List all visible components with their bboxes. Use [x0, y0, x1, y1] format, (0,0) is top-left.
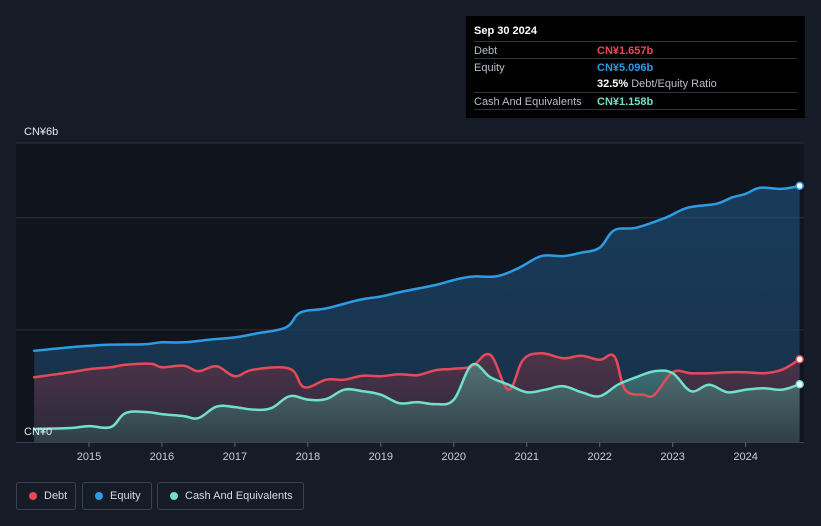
legend-debt-label: Debt — [44, 490, 68, 502]
debt-line — [32, 352, 801, 398]
legend-equity[interactable]: Equity — [82, 482, 152, 510]
tooltip-equity-label: Equity — [474, 62, 505, 74]
debt-end-marker — [795, 355, 804, 364]
legend-cash[interactable]: Cash And Equivalents — [157, 482, 304, 510]
tooltip-ratio-value: 32.5% — [597, 78, 629, 90]
legend-cash-swatch — [170, 492, 178, 500]
tooltip-debt-label: Debt — [474, 45, 498, 57]
cash-end-marker — [795, 379, 804, 389]
x-tick-label-2015: 2015 — [77, 451, 101, 463]
x-tick-label-2024: 2024 — [733, 451, 757, 463]
legend-cash-label: Cash And Equivalents — [185, 490, 293, 502]
tooltip-date: Sep 30 2024 — [474, 25, 537, 37]
x-tick-label-2019: 2019 — [369, 451, 393, 463]
legend-equity-swatch — [95, 492, 103, 500]
tooltip-debt-value: CN¥1.657b — [597, 45, 654, 57]
equity-end-marker — [795, 181, 804, 191]
series-lines — [32, 184, 801, 431]
x-tick-label-2022: 2022 — [587, 451, 611, 463]
legend-equity-label: Equity — [110, 490, 141, 502]
tooltip-ratio: 32.5% Debt/Equity Ratio — [597, 78, 717, 90]
x-tick-label-2020: 2020 — [442, 451, 466, 463]
tooltip-row-cash: Cash And Equivalents CN¥1.158b — [474, 92, 797, 110]
legend-debt[interactable]: Debt — [16, 482, 76, 510]
y-axis-top-label: CN¥6b — [24, 126, 58, 138]
tooltip-row-equity: Equity CN¥5.096b — [474, 58, 797, 75]
tooltip-equity-value: CN¥5.096b — [597, 62, 654, 74]
tooltip-cash-value: CN¥1.158b — [597, 96, 654, 108]
x-tick-label-2023: 2023 — [660, 451, 684, 463]
tooltip-panel: Sep 30 2024 Debt CN¥1.657b Equity CN¥5.0… — [466, 16, 805, 118]
x-tick-label-2016: 2016 — [150, 451, 174, 463]
x-tick-label-2021: 2021 — [514, 451, 538, 463]
end-markers — [795, 181, 804, 389]
legend-debt-swatch — [29, 492, 37, 500]
tooltip-cash-label: Cash And Equivalents — [474, 96, 582, 108]
y-axis-bottom-label: CN¥0 — [24, 426, 52, 438]
tooltip-ratio-label: Debt/Equity Ratio — [631, 78, 717, 90]
cash-line — [32, 362, 801, 431]
equity-line — [32, 184, 801, 353]
tooltip-row-debt: Debt CN¥1.657b — [474, 41, 797, 58]
x-tick-label-2018: 2018 — [296, 451, 320, 463]
x-axis-ticks: 2015 2016 2017 2018 2019 2020 2021 2022 2023 2024 — [77, 442, 758, 463]
x-tick-label-2017: 2017 — [223, 451, 247, 463]
